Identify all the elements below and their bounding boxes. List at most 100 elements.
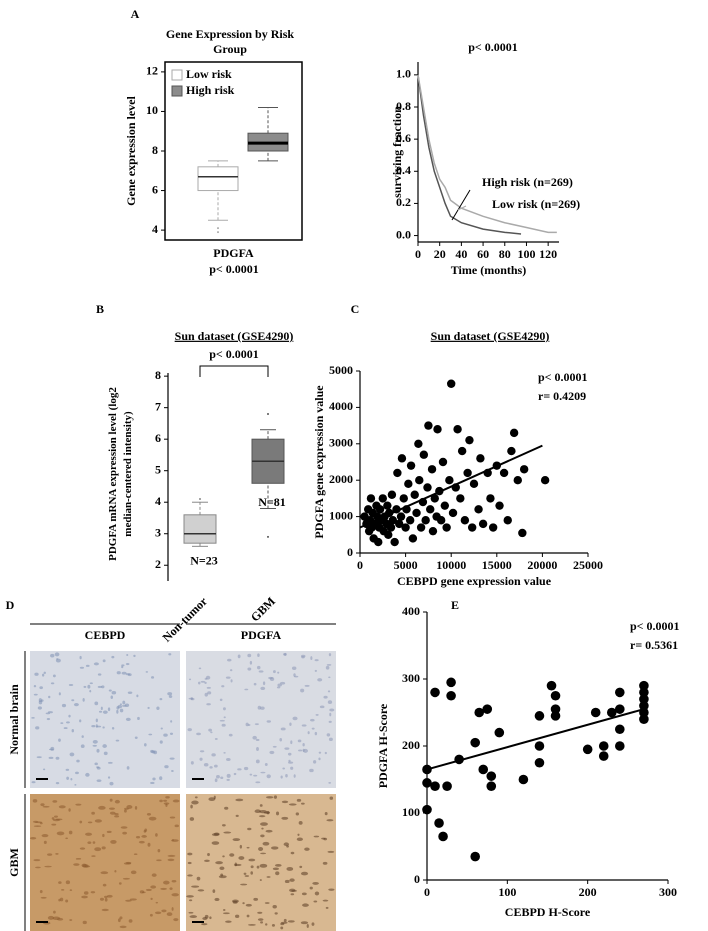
scatter-point [486,494,495,503]
tissue-texture [150,781,155,785]
tissue-texture [61,888,65,891]
tissue-texture [138,840,145,844]
outlier [199,498,201,501]
tissue-texture [52,674,56,678]
scatter-point [590,707,601,718]
tissue-texture [223,716,226,719]
scatter-point [436,516,446,525]
tissue-texture [159,799,163,803]
n-label: N=81 [258,495,286,509]
y-tick-label: 5000 [329,363,353,377]
tissue-texture [56,658,59,660]
tissue-texture [325,906,329,909]
tissue-texture [259,810,267,814]
tissue-texture [79,666,85,669]
scatter-point [507,446,516,456]
tissue-texture [281,816,289,820]
tissue-texture [161,909,167,913]
tissue-texture [260,822,268,826]
x-tick-label: Non-tumor [160,594,211,645]
scatter-point [442,781,452,791]
scatter-point [426,505,435,514]
tissue-texture [125,861,132,864]
tissue-texture [230,679,233,683]
tissue-texture [317,678,323,682]
tissue-texture [110,695,114,700]
tissue-texture [159,776,163,781]
tissue-image [186,794,336,931]
tissue-texture [258,846,264,851]
tissue-texture [87,684,91,689]
tissue-texture [74,783,77,786]
tissue-texture [81,895,88,899]
tissue-texture [294,675,299,678]
scatter-point [416,523,426,532]
tissue-texture [121,671,127,675]
tissue-texture [156,706,160,711]
tissue-texture [71,699,75,702]
tissue-texture [75,803,82,806]
panel-label: E [451,598,459,612]
tissue-texture [213,795,216,800]
scatter-point [598,741,609,751]
tissue-texture [206,686,211,689]
tissue-texture [58,881,62,884]
tissue-texture [253,897,259,901]
tissue-texture [266,774,271,779]
scatter-point [442,523,451,532]
scatter-point [424,421,433,430]
tissue-texture [80,744,85,748]
tissue-texture [73,863,80,866]
tissue-texture [171,893,179,897]
tissue-texture [114,869,117,873]
tissue-texture [314,669,318,672]
scatter-point [433,425,442,434]
tissue-texture [252,735,257,740]
tissue-texture [313,900,318,903]
tissue-texture [326,819,334,822]
tissue-texture [141,835,147,838]
tissue-texture [69,889,73,892]
tissue-texture [211,841,220,845]
tissue-texture [197,889,205,892]
scatter-point [374,537,383,547]
x-tick-label: 300 [659,885,677,899]
tissue-texture [228,733,233,737]
tissue-texture [122,700,126,705]
scale-bar [36,921,48,923]
tissue-texture [275,871,280,876]
scatter-point [384,530,393,539]
tissue-texture [120,826,128,829]
scatter-point [467,523,477,532]
tissue-texture [257,918,264,921]
tissue-texture [163,799,168,802]
scatter-point [396,512,406,521]
tissue-texture [69,919,73,921]
scatter-point [448,508,458,518]
x-tick-label: 100 [517,247,535,261]
tissue-texture [83,891,89,895]
tissue-texture [260,771,266,774]
x-tick-label: 0 [415,247,421,261]
scatter-point [410,490,419,499]
tissue-texture [199,750,205,753]
tissue-texture [66,776,70,780]
tissue-texture [249,773,253,776]
tissue-texture [275,811,280,816]
tissue-texture [171,770,174,773]
y-tick-label: 8 [152,143,158,157]
tissue-texture [33,825,42,828]
tissue-texture [237,768,242,771]
tissue-texture [257,705,262,710]
tissue-texture [226,778,230,781]
tissue-texture [68,714,71,718]
tissue-texture [37,706,42,710]
tissue-texture [313,835,320,838]
tissue-texture [302,903,309,907]
tissue-texture [170,720,173,723]
tissue-texture [108,689,112,692]
tissue-texture [65,837,69,840]
tissue-texture [101,685,105,689]
tissue-texture [101,908,109,912]
